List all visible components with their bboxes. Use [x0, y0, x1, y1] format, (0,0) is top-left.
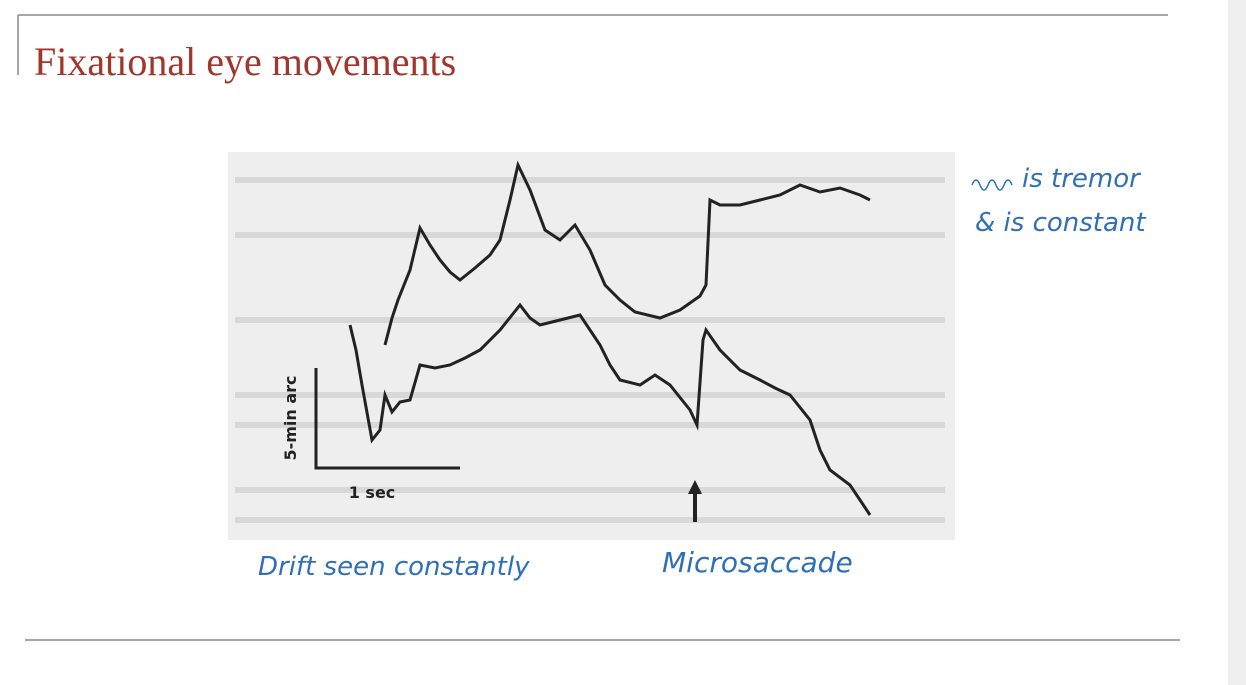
drift-note: Drift seen constantly	[258, 552, 530, 582]
constant-note: & is constant	[975, 208, 1146, 238]
faint-text-lines	[235, 177, 945, 523]
y-scale-label: 5-min arc	[281, 375, 300, 460]
microsaccade-note: Microsaccade	[662, 546, 853, 579]
tremor-note: is tremor	[1022, 164, 1140, 194]
figure-background	[228, 152, 955, 540]
upper-trace	[383, 160, 871, 346]
lower-trace	[348, 302, 872, 516]
tremor-squiggle	[971, 179, 1013, 191]
slide-title: Fixational eye movements	[34, 39, 457, 84]
scale-bar	[314, 368, 460, 470]
x-scale-label: 1 sec	[349, 483, 396, 502]
arrow-head	[688, 480, 702, 494]
side-strip	[1228, 0, 1246, 685]
figure: 5-min arc 1 sec	[228, 152, 955, 540]
